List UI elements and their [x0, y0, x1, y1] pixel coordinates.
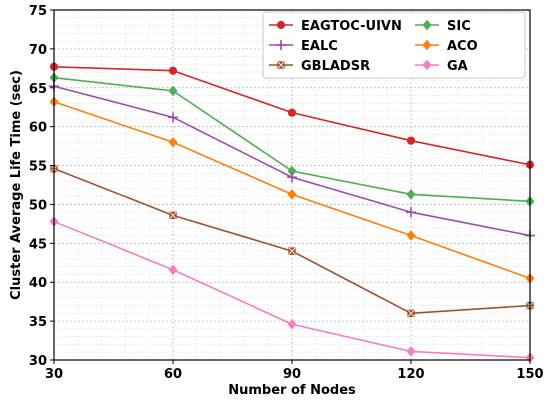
- data-point-gbladsr: [169, 211, 177, 220]
- legend-marker: [276, 40, 286, 50]
- y-tick-label: 40: [29, 276, 47, 291]
- legend-label: ACO: [447, 39, 478, 54]
- series-gbladsr: [50, 164, 534, 318]
- y-axis-title: Cluster Average Life Time (sec): [9, 70, 24, 300]
- data-point-sic: [168, 85, 178, 97]
- legend-marker: [276, 20, 286, 30]
- series-ealc: [49, 81, 535, 241]
- legend-label: EALC: [301, 39, 338, 54]
- x-axis: 30 60 90 120 150: [45, 360, 544, 382]
- series-sic: [49, 72, 535, 207]
- y-tick-label: 65: [29, 82, 47, 97]
- y-tick-label: 35: [29, 315, 47, 330]
- y-tick-label: 45: [29, 237, 47, 252]
- legend-marker: [277, 61, 285, 69]
- data-point-ga: [168, 264, 178, 276]
- x-tick-label: 150: [516, 367, 543, 382]
- marker-stroke: [277, 61, 285, 69]
- series-layer: [49, 62, 535, 364]
- data-point-sic: [406, 188, 416, 200]
- data-point-eagtoc-uivn: [406, 136, 416, 145]
- y-tick-label: 30: [29, 354, 47, 369]
- x-axis-title: Number of Nodes: [228, 383, 356, 398]
- legend-label: EAGTOC-UIVN: [301, 19, 402, 34]
- data-point-aco: [287, 188, 297, 200]
- legend-entry-gbladsr: GBLADSR: [269, 59, 370, 74]
- legend-entry-ga: GA: [415, 59, 468, 74]
- y-tick-label: 60: [29, 121, 47, 136]
- data-point-eagtoc-uivn: [287, 108, 297, 117]
- x-tick-label: 60: [164, 367, 182, 382]
- legend-marker: [422, 59, 432, 71]
- x-tick-label: 120: [397, 367, 424, 382]
- marker-stroke: [169, 211, 177, 219]
- data-point-aco: [406, 230, 416, 241]
- y-tick-label: 50: [29, 198, 47, 213]
- x-tick-label: 90: [283, 367, 301, 382]
- data-point-ealc: [287, 172, 297, 183]
- x-tick-label: 30: [45, 367, 63, 382]
- data-point-ealc: [406, 207, 416, 218]
- legend-label: GA: [447, 59, 468, 74]
- data-point-eagtoc-uivn: [168, 66, 178, 75]
- legend-label: GBLADSR: [301, 59, 370, 74]
- marker-stroke: [288, 247, 296, 255]
- marker-stroke: [407, 309, 415, 317]
- y-axis: 30 35 40 45 50 55 60 65 70 75: [29, 4, 54, 369]
- data-point-ga: [287, 318, 297, 330]
- legend-marker: [422, 39, 432, 51]
- data-point-gbladsr: [288, 247, 296, 255]
- legend-entry-aco: ACO: [415, 39, 478, 54]
- legend-entry-ealc: EALC: [269, 39, 338, 54]
- legend: EAGTOC-UIVN SIC EALC ACO GBLADSR GA: [262, 11, 526, 79]
- y-tick-label: 75: [29, 4, 47, 19]
- data-point-ealc: [168, 112, 178, 123]
- data-point-ga: [406, 346, 416, 357]
- data-point-aco: [168, 136, 178, 148]
- series-aco: [49, 96, 535, 284]
- data-point-gbladsr: [407, 309, 415, 318]
- legend-entry-eagtoc-uivn: EAGTOC-UIVN: [269, 19, 402, 34]
- legend-marker: [422, 19, 432, 31]
- legend-entry-sic: SIC: [415, 19, 471, 34]
- y-tick-label: 55: [29, 160, 47, 175]
- y-tick-label: 70: [29, 43, 47, 58]
- legend-box: [262, 11, 526, 79]
- legend-label: SIC: [447, 19, 471, 34]
